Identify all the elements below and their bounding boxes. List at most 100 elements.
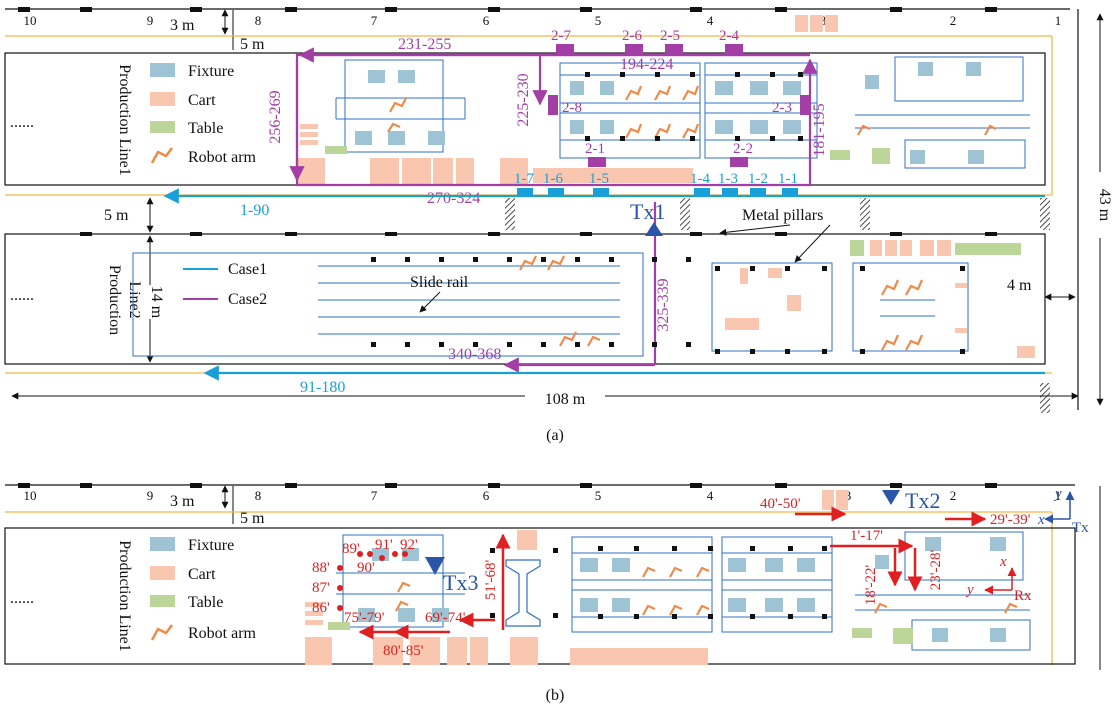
- route-label: 91': [375, 537, 393, 553]
- case2-range-181: 181-195: [811, 103, 828, 156]
- case2-range-325: 325-339: [655, 278, 672, 331]
- case2-route: [289, 47, 818, 373]
- rx-axes: [984, 567, 1017, 595]
- tx3-label: Tx3: [443, 570, 478, 595]
- case2-range-270: 270-324: [427, 190, 480, 207]
- dim-3m: 3 m: [170, 17, 195, 34]
- dim-14m: 14 m: [148, 286, 165, 319]
- measurement-routes-b: [358, 506, 987, 640]
- case2-point: 2-8: [562, 100, 582, 116]
- route-label: 40'-50': [760, 496, 801, 512]
- route-label: 87': [312, 580, 330, 596]
- carts-line1-bottom: [298, 158, 693, 185]
- bay-number: 4: [707, 488, 714, 503]
- legend-table: Table: [188, 594, 223, 611]
- bay-number: 2: [950, 488, 957, 503]
- route-label: 89': [342, 541, 360, 557]
- case1-point: 1-6: [543, 171, 563, 187]
- i-beam-pillar: [505, 559, 541, 627]
- dim-43m: 43 m: [1096, 189, 1113, 222]
- route-label: 69'-74': [425, 610, 466, 626]
- dim-4m: 4 m: [1007, 277, 1032, 294]
- case1-point: 1-7: [514, 171, 534, 187]
- bay-number: 8: [255, 13, 262, 28]
- line2-label-b: Line2: [126, 281, 143, 318]
- case1-point: 1-2: [748, 171, 768, 187]
- legend-case2: Case2: [228, 291, 267, 308]
- route-label: 51'-68': [483, 560, 499, 601]
- rx-label: Rx: [1014, 588, 1032, 604]
- case2-range-231: 231-255: [398, 36, 451, 53]
- line1-label-b: Production Line1: [116, 540, 133, 652]
- bay-number: 1: [1055, 13, 1062, 28]
- case2-point: 2-1: [585, 141, 605, 157]
- case1-point: 1-1: [778, 171, 798, 187]
- case2-point: 2-7: [551, 28, 571, 44]
- bay-number: 8: [255, 488, 262, 503]
- legend-cart: Cart: [188, 566, 216, 583]
- route-label: 88': [312, 560, 330, 576]
- legend-robot: Robot arm: [188, 149, 257, 166]
- legend-b: Fixture Cart Table Robot arm: [150, 537, 257, 642]
- route-label: 90': [357, 560, 375, 576]
- bay-number: 6: [483, 488, 490, 503]
- tx-axis-y: y: [1053, 486, 1062, 502]
- rx-axis-y: y: [965, 582, 974, 598]
- route-label: 1'-17': [850, 528, 883, 544]
- metal-pillars-label: Metal pillars: [742, 207, 823, 224]
- case2-point: 2-6: [622, 28, 642, 44]
- bay-numbers-b: 10 9 8 7 6 5 4 3 2 1: [24, 488, 1062, 503]
- legend-fixture: Fixture: [188, 63, 234, 80]
- case2-range-194: 194-224: [620, 56, 673, 73]
- tx2-label: Tx2: [905, 488, 940, 513]
- case1-range-1-90: 1-90: [240, 202, 269, 219]
- bay-number: 6: [483, 13, 490, 28]
- caption-a: (a): [546, 427, 564, 444]
- bay-number: 7: [371, 13, 378, 28]
- case1-point: 1-3: [718, 171, 738, 187]
- case1-range-91-180: 91-180: [300, 379, 345, 396]
- dim-108m: 108 m: [545, 391, 586, 408]
- bay-number: 4: [707, 13, 714, 28]
- line1-label: Production Line1: [116, 64, 133, 176]
- tx-axis-x: x: [1037, 512, 1045, 528]
- caption-b: (b): [546, 687, 565, 704]
- ellipsis: ......: [10, 590, 34, 607]
- tx-axes: [1044, 491, 1075, 524]
- bay-number: 5: [595, 13, 602, 28]
- case2-range-256: 256-269: [267, 90, 284, 143]
- case1-route: [163, 188, 1045, 381]
- legend-case1: Case1: [228, 261, 267, 278]
- bay-number: 2: [950, 13, 957, 28]
- case2-range-340: 340-368: [448, 346, 501, 363]
- bay-number: 9: [147, 488, 154, 503]
- panel-a: 10 9 8 7 6 5 4 3 2 1 3 m 5 m 43 m: [4, 7, 1113, 444]
- case2-point: 2-5: [660, 28, 680, 44]
- route-label: 23'-28': [928, 550, 944, 591]
- tx1-marker: [645, 222, 663, 236]
- case2-point: 2-4: [719, 28, 739, 44]
- slide-rail-label: Slide rail: [410, 274, 469, 291]
- route-label: 18'-22': [863, 565, 879, 606]
- robot-arm-icon: [150, 147, 173, 164]
- bay-number: 7: [371, 488, 378, 503]
- dim-5m-mid: 5 m: [104, 207, 129, 224]
- legend-line1: Fixture Cart Table Robot arm: [150, 63, 257, 166]
- dim-3m-b: 3 m: [170, 493, 195, 510]
- tx3-marker: [425, 557, 445, 575]
- route-label: 92': [400, 537, 418, 553]
- workstation-left: [335, 59, 466, 153]
- robot-arm-icon: [150, 624, 173, 641]
- dim-5m-b: 5 m: [240, 510, 265, 527]
- bay-number: 1: [1055, 488, 1062, 503]
- bay-number: 5: [595, 488, 602, 503]
- route-label: 86': [312, 600, 330, 616]
- case2-point: 2-3: [772, 100, 792, 116]
- route-label: 75'-79': [344, 610, 385, 626]
- bay-number: 10: [24, 13, 37, 28]
- legend-robot: Robot arm: [188, 625, 257, 642]
- legend-fixture: Fixture: [188, 537, 234, 554]
- case1-point: 1-5: [589, 171, 609, 187]
- tx-label: Tx: [1072, 520, 1089, 536]
- case2-point: 2-2: [733, 141, 753, 157]
